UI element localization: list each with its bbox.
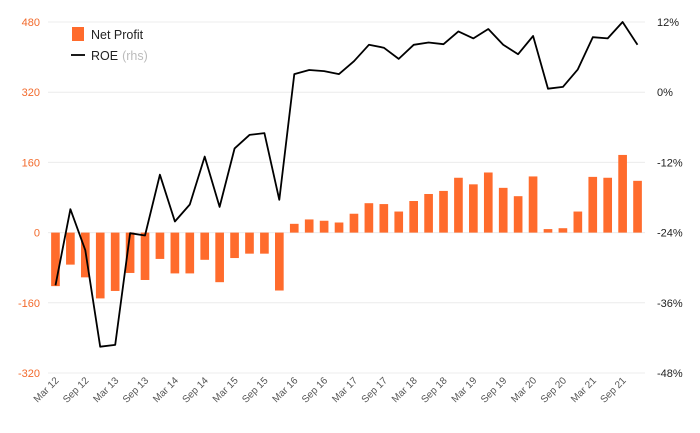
- bar-net-profit: [125, 232, 135, 273]
- line-roe: [54, 21, 639, 348]
- bar-net-profit: [424, 193, 433, 233]
- bar-net-profit: [618, 154, 627, 233]
- bar-net-profit: [603, 177, 613, 233]
- bar-net-profit: [155, 232, 165, 259]
- bar-net-profit: [588, 176, 598, 233]
- bar-net-profit: [260, 232, 269, 254]
- bar-net-profit: [245, 232, 254, 254]
- bar-net-profit: [483, 172, 493, 233]
- right-axis-tick-label: -12%: [657, 157, 683, 169]
- line-layer: [54, 21, 639, 348]
- bar-net-profit: [379, 204, 389, 233]
- bar-net-profit: [289, 223, 299, 233]
- bar-net-profit: [364, 203, 374, 233]
- bar-net-profit: [454, 177, 463, 233]
- x-axis-tick-label: Mar 15: [211, 375, 241, 405]
- x-axis-tick-label: Sep 16: [300, 375, 330, 405]
- bar-net-profit: [185, 232, 195, 274]
- x-axis-tick-label: Sep 14: [181, 375, 211, 405]
- bar-net-profit: [170, 232, 180, 274]
- bar-net-profit: [394, 211, 404, 233]
- bar-net-profit: [66, 232, 75, 265]
- bar-net-profit: [95, 232, 105, 299]
- bar-net-profit: [409, 201, 418, 233]
- x-axis-tick-label: Sep 12: [61, 375, 91, 405]
- left-axis-tick-label: 320: [22, 87, 40, 99]
- x-axis-tick-label: Mar 13: [91, 375, 121, 405]
- bar-net-profit: [200, 232, 210, 260]
- x-axis-tick-label: Mar 21: [569, 375, 599, 405]
- right-axis-tick-label: 12%: [657, 17, 679, 29]
- right-axis-tick-label: -48%: [657, 368, 683, 380]
- x-axis-tick-label: Mar 18: [390, 375, 420, 405]
- left-axis-tick-label: -160: [18, 298, 40, 310]
- left-axis-tick-label: 480: [22, 17, 40, 29]
- legend-label-roe: ROE (rhs): [91, 49, 148, 63]
- grid-layer: [48, 21, 645, 374]
- x-axis-tick-label: Sep 18: [419, 375, 449, 405]
- axis-layer: 480 320 160 0 -160 -320 12% 0% -12% -24% -36% -48% M…: [18, 17, 683, 406]
- legend-label-roe-name: ROE: [91, 49, 118, 63]
- bar-net-profit: [230, 232, 239, 259]
- legend-label-net-profit: Net Profit: [91, 28, 144, 42]
- bar-net-profit: [543, 229, 553, 233]
- bar-net-profit: [528, 176, 538, 233]
- bar-net-profit: [573, 211, 583, 233]
- x-axis-tick-label: Sep 15: [240, 375, 270, 405]
- legend-label-roe-note: (rhs): [122, 49, 148, 63]
- x-axis-tick-label: Mar 14: [151, 375, 181, 405]
- bar-net-profit: [215, 232, 224, 283]
- x-axis-tick-label: Sep 17: [360, 375, 390, 405]
- right-axis-tick-label: 0%: [657, 87, 673, 99]
- bar-net-profit: [140, 232, 150, 280]
- left-axis-tick-label: 0: [34, 228, 40, 240]
- bar-net-profit: [275, 232, 284, 291]
- right-axis-tick-label: -36%: [657, 298, 683, 310]
- bar-net-profit: [439, 190, 448, 233]
- bar-net-profit: [349, 213, 359, 233]
- x-axis-tick-label: Sep 20: [539, 375, 569, 405]
- bar-net-profit: [110, 232, 120, 291]
- bar-net-profit: [319, 220, 329, 233]
- legend-swatch-net-profit: [72, 27, 84, 41]
- x-axis-tick-label: Mar 19: [450, 375, 480, 405]
- bar-net-profit: [304, 219, 314, 233]
- right-axis-tick-label: -24%: [657, 228, 683, 240]
- bar-net-profit: [498, 187, 508, 233]
- legend: Net Profit ROE (rhs): [71, 27, 148, 63]
- bar-net-profit: [558, 228, 568, 233]
- bar-net-profit: [51, 232, 60, 287]
- x-axis-tick-label: Mar 16: [271, 375, 301, 405]
- x-axis-tick-label: Sep 19: [479, 375, 509, 405]
- bar-net-profit: [334, 222, 344, 233]
- left-axis-tick-label: -320: [18, 368, 40, 380]
- bar-net-profit: [633, 180, 642, 233]
- bar-layer: [51, 154, 642, 299]
- bar-net-profit: [469, 184, 478, 233]
- x-axis-tick-label: Mar 17: [330, 375, 360, 405]
- x-axis-tick-label: Sep 21: [599, 375, 629, 405]
- x-axis-tick-label: Sep 13: [121, 375, 151, 405]
- bar-net-profit: [513, 196, 523, 233]
- left-axis-tick-label: 160: [22, 157, 40, 169]
- x-axis-tick-label: Mar 20: [509, 375, 539, 405]
